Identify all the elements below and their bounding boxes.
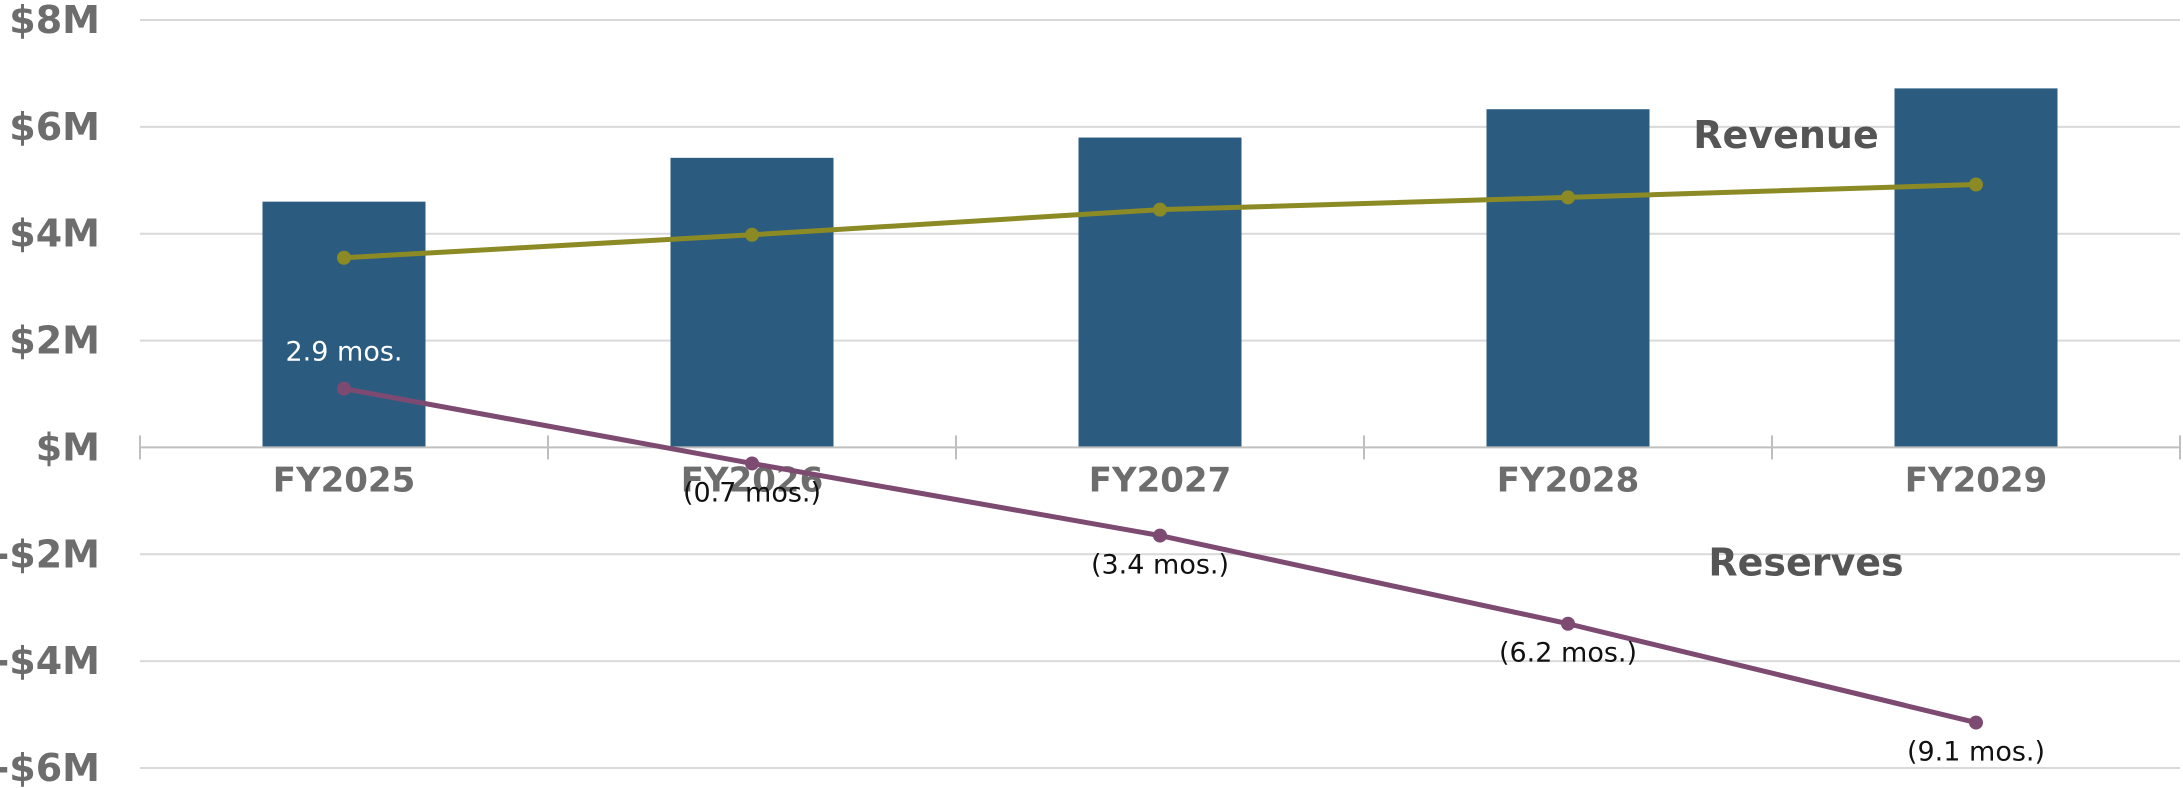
revenue-point (745, 227, 759, 242)
reserves-series: 2.9 mos. (0.7 mos.) (3.4 mos.) (6.2 mos.) (9… (286, 337, 2046, 768)
bar (1486, 109, 1650, 448)
x-tick-label: FY2025 (273, 460, 415, 500)
x-axis (139, 435, 2181, 460)
bar (1894, 88, 2058, 448)
y-tick-label: $4M (9, 212, 100, 256)
x-tick-label: FY2027 (1089, 460, 1231, 500)
reserves-data-label: (6.2 mos.) (1499, 638, 1637, 669)
revenue-point (1561, 190, 1575, 205)
y-tick-label: -$6M (0, 746, 100, 788)
bar (262, 201, 426, 448)
reserves-data-label: (3.4 mos.) (1091, 550, 1229, 581)
reserves-series-label: Reserves (1708, 541, 1903, 585)
x-axis-tick-labels: FY2025 FY2026 FY2027 FY2028 FY2029 (273, 460, 2047, 500)
reserves-data-label: 2.9 mos. (286, 337, 403, 368)
reserves-data-label: (0.7 mos.) (683, 477, 821, 508)
reserves-point (337, 381, 351, 396)
y-tick-label: $8M (9, 0, 100, 42)
reserves-point (1969, 715, 1983, 730)
reserves-point (1153, 528, 1167, 543)
reserves-point (1561, 616, 1575, 631)
revenue-series-label: Revenue (1693, 113, 1878, 157)
reserves-data-label: (9.1 mos.) (1907, 737, 2045, 768)
revenue-point (1969, 177, 1983, 192)
revenue-point (1153, 202, 1167, 217)
y-tick-label: $M (36, 425, 100, 469)
y-tick-label: -$4M (0, 639, 100, 683)
bar-series (262, 88, 2058, 448)
x-tick-label: FY2028 (1497, 460, 1639, 500)
bar (1078, 137, 1242, 448)
revenue-series (337, 177, 1983, 265)
bar (670, 157, 834, 448)
y-tick-label: $2M (9, 319, 100, 363)
y-tick-label: -$2M (0, 532, 100, 576)
series-labels: Revenue Reserves (1693, 113, 1903, 584)
y-tick-label: $6M (9, 105, 100, 149)
revenue-point (337, 250, 351, 265)
x-tick-label: FY2029 (1905, 460, 2047, 500)
reserves-point (745, 456, 759, 471)
y-axis-ticks: $8M $6M $4M $2M $M -$2M -$4M -$6M (0, 0, 100, 788)
